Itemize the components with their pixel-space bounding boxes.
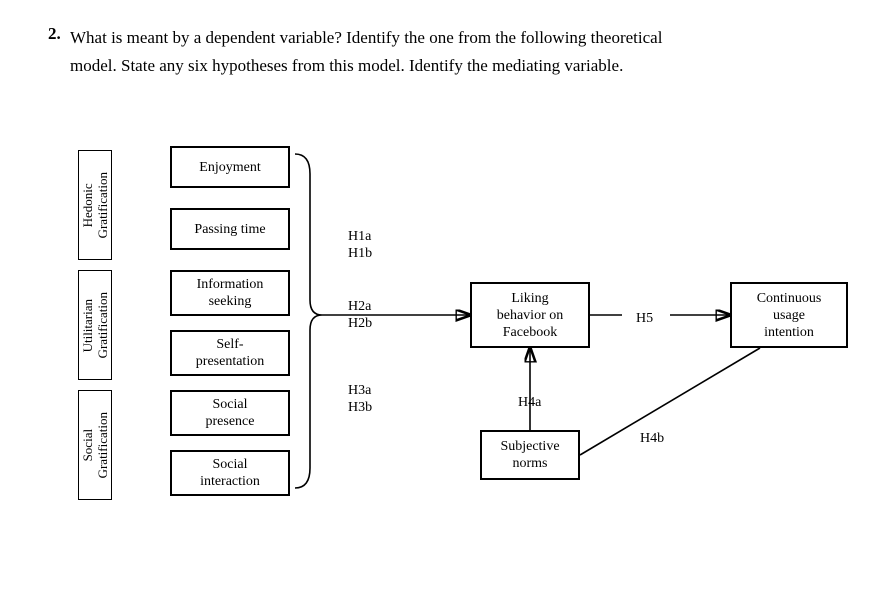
question-line1: What is meant by a dependent variable? I… [70,28,662,47]
edge-subj-to-usage [580,348,760,455]
question-text: What is meant by a dependent variable? I… [70,24,870,80]
theoretical-model-diagram: HedonicGratification UtilitarianGratific… [70,130,870,580]
bracket-icon [295,154,322,488]
diagram-edges [70,130,870,580]
question-number: 2. [48,24,61,44]
question-line2: model. State any six hypotheses from thi… [70,56,623,75]
